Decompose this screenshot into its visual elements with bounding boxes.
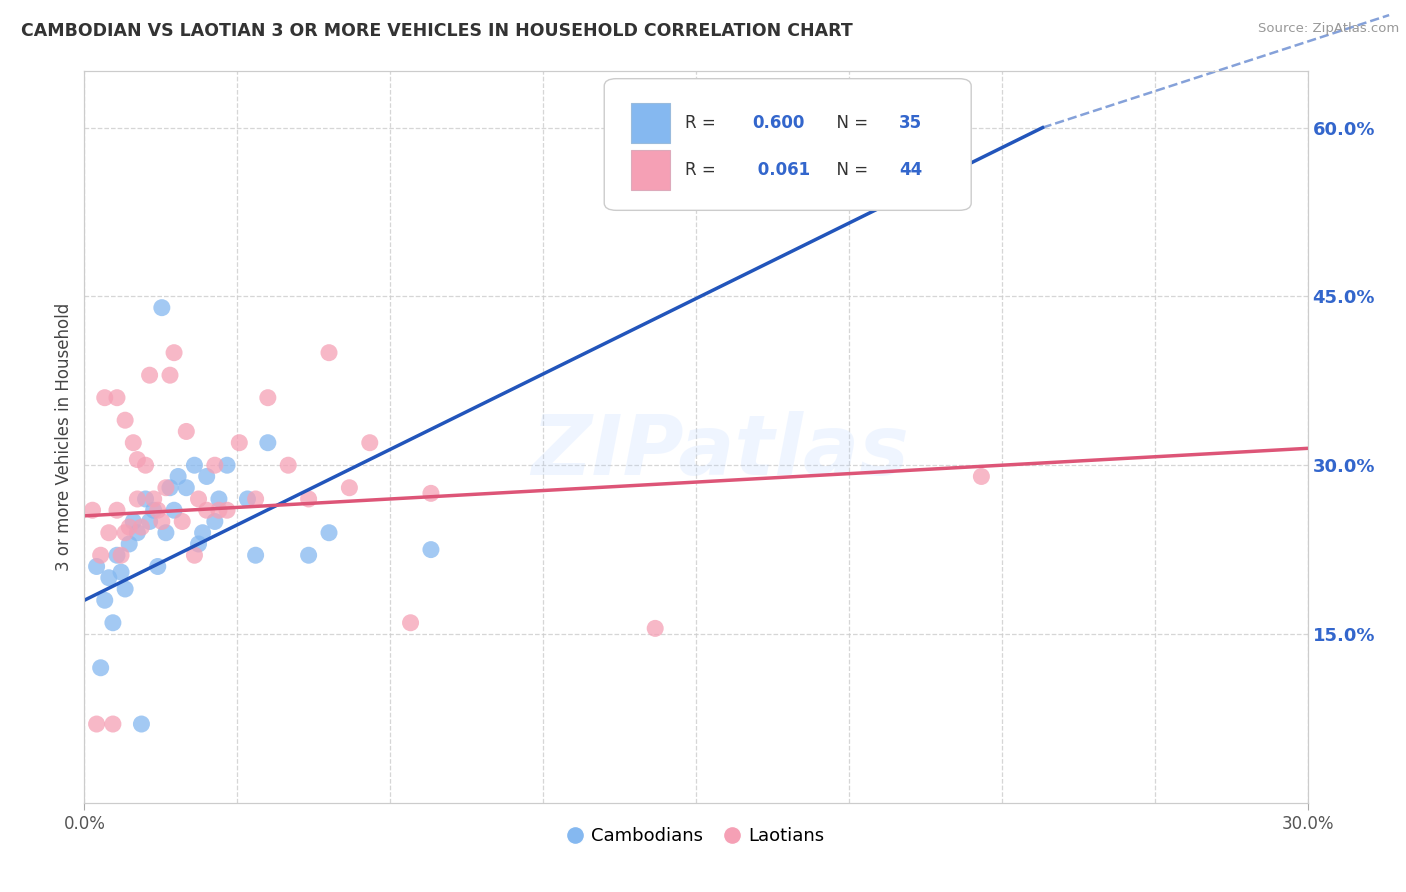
Point xyxy=(93,391,115,405)
Point xyxy=(105,548,128,562)
Point xyxy=(174,481,197,495)
Legend: Cambodians, Laotians: Cambodians, Laotians xyxy=(561,820,831,852)
Point xyxy=(135,491,157,506)
Point xyxy=(142,491,165,506)
Point xyxy=(174,425,197,439)
Point xyxy=(105,391,128,405)
Point xyxy=(163,503,186,517)
Point xyxy=(138,515,160,529)
Text: 35: 35 xyxy=(898,114,922,132)
Point xyxy=(135,458,157,473)
Point xyxy=(183,458,205,473)
Point xyxy=(101,717,124,731)
Text: CAMBODIAN VS LAOTIAN 3 OR MORE VEHICLES IN HOUSEHOLD CORRELATION CHART: CAMBODIAN VS LAOTIAN 3 OR MORE VEHICLES … xyxy=(21,22,853,40)
Point xyxy=(257,435,280,450)
Point xyxy=(146,503,169,517)
Point xyxy=(183,548,205,562)
Point xyxy=(90,661,112,675)
Point xyxy=(257,391,280,405)
Y-axis label: 3 or more Vehicles in Household: 3 or more Vehicles in Household xyxy=(55,303,73,571)
Point xyxy=(127,452,149,467)
Point xyxy=(236,491,259,506)
Point xyxy=(114,525,136,540)
FancyBboxPatch shape xyxy=(605,78,972,211)
Point xyxy=(90,548,112,562)
Point xyxy=(114,413,136,427)
Point xyxy=(359,435,381,450)
Point xyxy=(339,481,361,495)
Point xyxy=(155,481,177,495)
Point xyxy=(172,515,194,529)
Point xyxy=(318,525,340,540)
Point xyxy=(163,345,186,359)
Point xyxy=(118,537,141,551)
Text: R =: R = xyxy=(685,161,721,178)
Point xyxy=(86,717,108,731)
Point xyxy=(110,548,132,562)
Point xyxy=(644,621,666,635)
Point xyxy=(93,593,115,607)
Point xyxy=(142,503,165,517)
Point xyxy=(86,559,108,574)
Point xyxy=(138,368,160,383)
Point xyxy=(208,503,231,517)
Point xyxy=(97,525,120,540)
Point xyxy=(245,491,267,506)
Point xyxy=(122,515,145,529)
Point xyxy=(97,571,120,585)
Point xyxy=(82,503,104,517)
Point xyxy=(420,486,443,500)
Point xyxy=(399,615,422,630)
Text: 0.061: 0.061 xyxy=(752,161,810,178)
Point xyxy=(146,559,169,574)
Point xyxy=(114,582,136,596)
Text: R =: R = xyxy=(685,114,721,132)
Point xyxy=(318,345,340,359)
Point xyxy=(118,520,141,534)
Point xyxy=(122,435,145,450)
Point xyxy=(127,525,149,540)
Text: N =: N = xyxy=(825,114,873,132)
Point xyxy=(167,469,190,483)
Text: N =: N = xyxy=(825,161,873,178)
Text: Source: ZipAtlas.com: Source: ZipAtlas.com xyxy=(1258,22,1399,36)
Point xyxy=(204,458,226,473)
Point xyxy=(155,525,177,540)
Text: 0.600: 0.600 xyxy=(752,114,804,132)
Point xyxy=(187,491,209,506)
Point xyxy=(195,503,218,517)
Point xyxy=(277,458,299,473)
Point xyxy=(204,515,226,529)
Point xyxy=(420,542,443,557)
Point xyxy=(217,503,239,517)
Point xyxy=(187,537,209,551)
Point xyxy=(127,491,149,506)
Point xyxy=(159,368,181,383)
Text: 44: 44 xyxy=(898,161,922,178)
FancyBboxPatch shape xyxy=(631,103,671,143)
Point xyxy=(217,458,239,473)
Point xyxy=(150,515,173,529)
Text: ZIPatlas: ZIPatlas xyxy=(531,411,910,492)
Point xyxy=(150,301,173,315)
Point xyxy=(970,469,993,483)
Point xyxy=(228,435,250,450)
Point xyxy=(110,565,132,579)
Point xyxy=(208,491,231,506)
Point xyxy=(298,548,321,562)
Point xyxy=(245,548,267,562)
Point xyxy=(105,503,128,517)
Point xyxy=(195,469,218,483)
Point xyxy=(159,481,181,495)
FancyBboxPatch shape xyxy=(631,150,671,190)
Point xyxy=(131,520,153,534)
Point xyxy=(298,491,321,506)
Point xyxy=(101,615,124,630)
Point xyxy=(131,717,153,731)
Point xyxy=(191,525,214,540)
